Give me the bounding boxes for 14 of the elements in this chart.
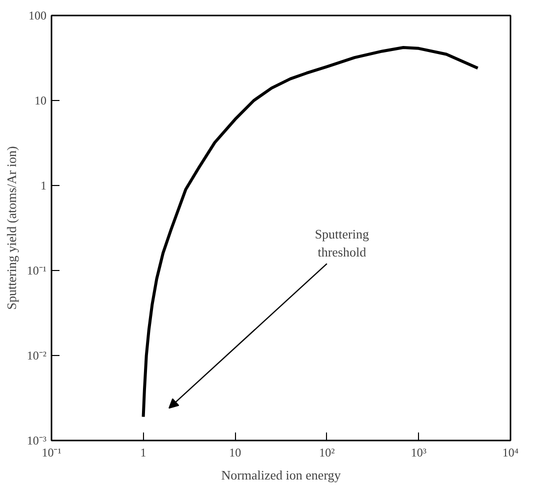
x-tick-label: 1 [140,446,146,460]
y-tick-label: 10⁻³ [26,434,47,448]
x-tick-label: 10⁴ [502,446,519,460]
x-axis-title: Normalized ion energy [221,468,342,482]
x-tick-label: 10² [319,446,336,460]
y-tick-label: 10 [34,94,46,108]
annotation: Sputtering threshold [314,226,370,260]
y-tick-label: 10⁻² [26,348,47,362]
x-tick-label: 10 [229,446,242,460]
y-tick-label: 100 [28,8,46,22]
y-axis-title: Sputtering yield (atoms/Ar ion) [4,146,19,310]
y-tick-label: 1 [40,178,46,192]
x-tick-label: 10³ [410,446,427,460]
y-tick-label: 10⁻¹ [26,264,47,278]
